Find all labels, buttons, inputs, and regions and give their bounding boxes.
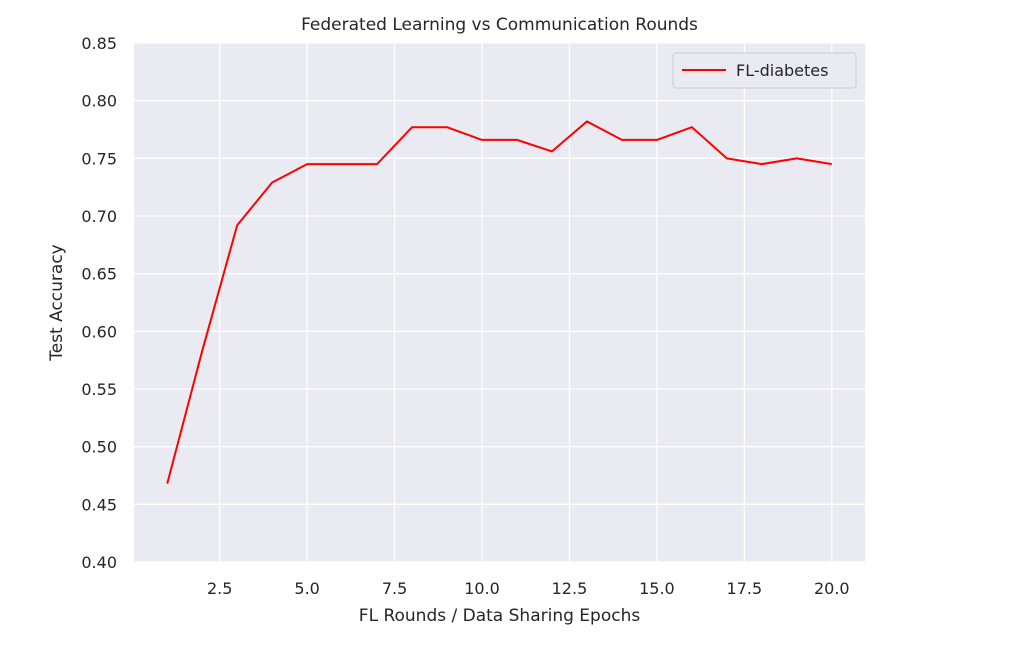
y-axis-label: Test Accuracy <box>47 244 67 362</box>
series-group <box>166 120 832 484</box>
legend: FL-diabetes <box>672 52 857 89</box>
x-tick-label: 15.0 <box>639 579 675 598</box>
y-tick-label: 0.55 <box>81 380 117 399</box>
y-axis-ticks: 0.40 0.45 0.50 0.55 0.60 0.65 0.70 0.75 0.80 0.85 <box>81 34 117 572</box>
y-tick-label: 0.85 <box>81 34 117 53</box>
x-tick-label: 7.5 <box>382 579 407 598</box>
chart-title: Federated Learning vs Communication Roun… <box>301 15 698 35</box>
y-tick-label: 0.70 <box>81 207 117 226</box>
y-tick-label: 0.75 <box>81 149 117 168</box>
y-tick-label: 0.40 <box>81 553 117 572</box>
x-tick-label: 20.0 <box>814 579 850 598</box>
x-tick-label: 2.5 <box>207 579 232 598</box>
x-axis-ticks: 2.5 5.0 7.5 10.0 12.5 15.0 17.5 20.0 <box>207 579 850 598</box>
y-tick-label: 0.60 <box>81 322 117 341</box>
series-line-fl-diabetes <box>166 120 832 484</box>
x-tick-label: 17.5 <box>727 579 763 598</box>
grid-lines <box>134 42 865 563</box>
x-axis-label: FL Rounds / Data Sharing Epochs <box>359 606 641 626</box>
legend-box <box>672 52 857 89</box>
x-tick-label: 10.0 <box>464 579 500 598</box>
y-tick-label: 0.80 <box>81 92 117 111</box>
x-tick-label: 5.0 <box>294 579 319 598</box>
y-tick-label: 0.65 <box>81 265 117 284</box>
x-tick-label: 12.5 <box>552 579 588 598</box>
legend-label-fl-diabetes: FL-diabetes <box>736 61 828 80</box>
plot-area <box>134 43 865 562</box>
y-tick-label: 0.45 <box>81 495 117 514</box>
y-tick-label: 0.50 <box>81 438 117 457</box>
